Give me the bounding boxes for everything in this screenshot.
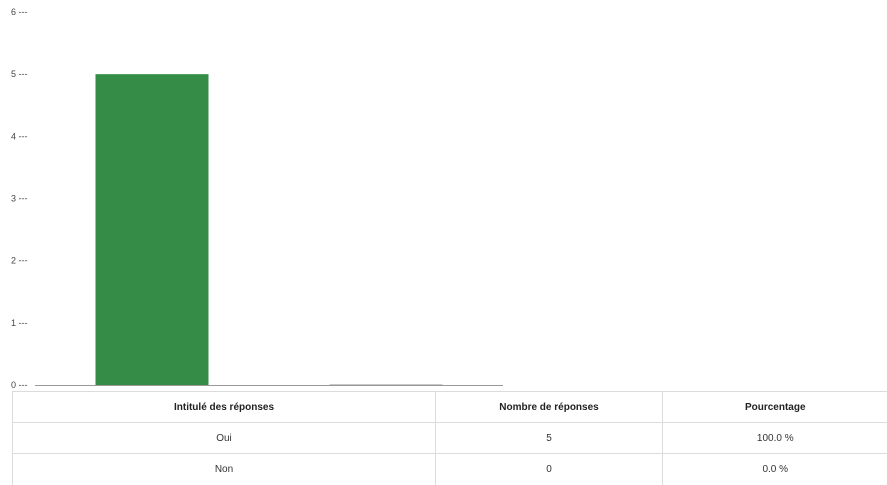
bar-chart: 0 --- 1 --- 2 --- 3 --- 4 --- 5 --- 6 ---: [0, 0, 887, 392]
y-tick-label: 4 ---: [11, 131, 28, 141]
answer-label: Oui: [13, 423, 436, 454]
y-tick-label: 2 ---: [11, 256, 28, 266]
percentage: 100.0 %: [663, 423, 887, 454]
y-tick-label: 3 ---: [11, 194, 28, 204]
table-header-row: Intitulé des réponses Nombre de réponses…: [13, 392, 887, 423]
bar-oui: [96, 74, 209, 385]
response-count: 0: [436, 454, 663, 485]
bar-non: [330, 384, 443, 385]
table-row: Non 0 0.0 %: [13, 454, 887, 485]
y-tick-label: 0 ---: [11, 380, 28, 390]
table-row: Oui 5 100.0 %: [13, 423, 887, 454]
header-response-count: Nombre de réponses: [436, 392, 663, 423]
results-table: Intitulé des réponses Nombre de réponses…: [12, 391, 887, 485]
bars-group: [96, 74, 443, 385]
header-answer-label: Intitulé des réponses: [13, 392, 436, 423]
y-tick-label: 5 ---: [11, 69, 28, 79]
y-tick-label: 6 ---: [11, 7, 28, 17]
percentage: 0.0 %: [663, 454, 887, 485]
response-count: 5: [436, 423, 663, 454]
y-tick-label: 1 ---: [11, 318, 28, 328]
y-axis: 0 --- 1 --- 2 --- 3 --- 4 --- 5 --- 6 ---: [11, 7, 28, 390]
header-percentage: Pourcentage: [663, 392, 887, 423]
answer-label: Non: [13, 454, 436, 485]
